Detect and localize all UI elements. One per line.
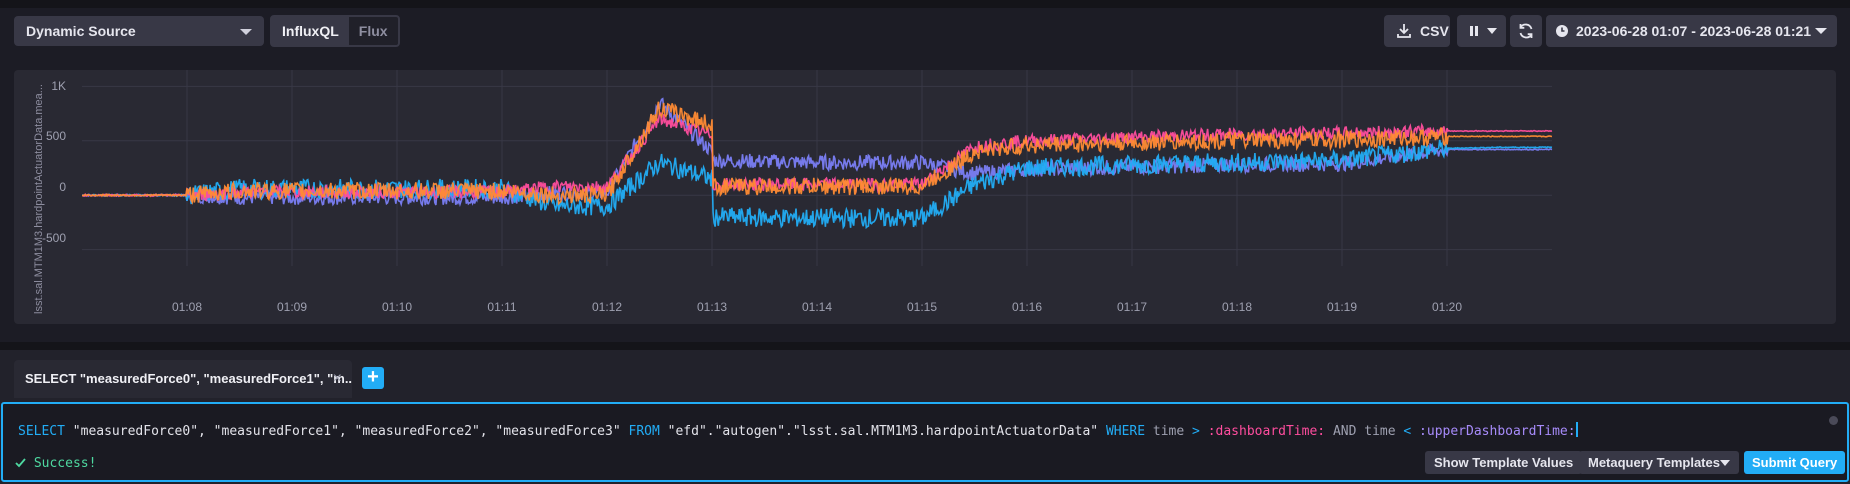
time-range-dropdown[interactable]: 2023-06-28 01:07 - 2023-06-28 01:21 (1546, 15, 1837, 47)
operator-lt: < (1403, 424, 1412, 439)
x-tick-label: 01:16 (1011, 300, 1043, 314)
source-dropdown[interactable]: Dynamic Source (14, 16, 264, 46)
query-editor[interactable]: SELECT "measuredForce0", "measuredForce1… (1, 402, 1849, 482)
x-tick-label: 01:17 (1116, 300, 1148, 314)
caret-down-icon (1487, 28, 1497, 34)
y-axis-label: lsst.sal.MTM1M3.hardpointActuatorData.me… (33, 84, 45, 314)
y-tick-label: -500 (41, 231, 66, 245)
query-tab[interactable]: SELECT "measuredForce0", "measuredForce1… (14, 360, 352, 398)
show-template-values-button[interactable]: Show Template Values (1425, 451, 1583, 474)
time-range-label: 2023-06-28 01:07 - 2023-06-28 01:21 (1576, 23, 1812, 39)
autorefresh-dropdown[interactable] (1457, 15, 1506, 47)
caret-down-icon (1720, 460, 1730, 466)
query-language-toggle: InfluxQL Flux (270, 15, 400, 47)
check-icon (15, 458, 26, 468)
query-status: Success! (15, 456, 96, 471)
x-tick-label: 01:12 (591, 300, 623, 314)
query-time-field: time (1364, 424, 1396, 439)
csv-label: CSV (1420, 23, 1449, 39)
keyword-select: SELECT (18, 424, 65, 439)
caret-down-icon (1815, 28, 1827, 34)
submit-query-button[interactable]: Submit Query (1744, 451, 1846, 474)
query-source: "efd"."autogen"."lsst.sal.MTM1M3.hardpoi… (667, 424, 1099, 439)
query-time-field: time (1152, 424, 1185, 439)
line-chart[interactable] (82, 70, 1832, 300)
x-tick-label: 01:13 (696, 300, 728, 314)
keyword-from: FROM (628, 424, 660, 439)
x-tick-label: 01:15 (906, 300, 938, 314)
query-fields: "measuredForce0", "measuredForce1", "mea… (72, 424, 621, 439)
source-dropdown-label: Dynamic Source (26, 23, 136, 39)
text-cursor (1575, 422, 1578, 437)
lang-influxql-button[interactable]: InfluxQL (272, 17, 349, 45)
y-tick-label: 1K (51, 79, 66, 93)
top-strip (0, 0, 1850, 8)
keyword-where: WHERE (1105, 424, 1146, 439)
x-tick-label: 01:14 (801, 300, 833, 314)
caret-down-icon (240, 29, 252, 35)
metaquery-templates-dropdown[interactable]: Metaquery Templates (1579, 451, 1739, 474)
query-text[interactable]: SELECT "measuredForce0", "measuredForce1… (18, 422, 1578, 439)
template-upper-dashboard-time: :upperDashboardTime: (1419, 424, 1576, 439)
csv-download-button[interactable]: CSV (1384, 15, 1450, 47)
x-tick-label: 01:08 (171, 300, 203, 314)
graph-panel[interactable]: lsst.sal.MTM1M3.hardpointActuatorData.me… (14, 70, 1836, 324)
keyword-and: AND (1332, 424, 1357, 439)
x-tick-label: 01:11 (487, 300, 517, 314)
query-status-text: Success! (33, 456, 97, 471)
download-icon (1397, 24, 1411, 38)
refresh-button[interactable] (1510, 15, 1542, 47)
x-tick-label: 01:09 (276, 300, 308, 314)
status-dot (1829, 416, 1838, 425)
x-tick-label: 01:20 (1431, 300, 1463, 314)
y-tick-label: 500 (45, 129, 66, 143)
metaquery-templates-label: Metaquery Templates (1588, 455, 1720, 470)
close-icon[interactable]: × (332, 370, 342, 387)
series-line-measuredForce2 (82, 101, 1553, 206)
clock-icon (1556, 25, 1568, 37)
panel-separator[interactable] (0, 342, 1850, 350)
operator-gt: > (1192, 424, 1200, 439)
x-tick-label: 01:10 (381, 300, 413, 314)
template-dashboard-time: :dashboardTime: (1207, 424, 1326, 439)
x-tick-label: 01:18 (1221, 300, 1253, 314)
y-tick-label: 0 (59, 180, 66, 194)
x-tick-label: 01:19 (1326, 300, 1358, 314)
pause-icon (1470, 26, 1478, 36)
query-tab-label: SELECT "measuredForce0", "measuredForce1… (25, 371, 352, 386)
add-query-button[interactable]: + (362, 367, 384, 389)
refresh-icon (1519, 23, 1533, 39)
lang-flux-button[interactable]: Flux (358, 23, 388, 39)
